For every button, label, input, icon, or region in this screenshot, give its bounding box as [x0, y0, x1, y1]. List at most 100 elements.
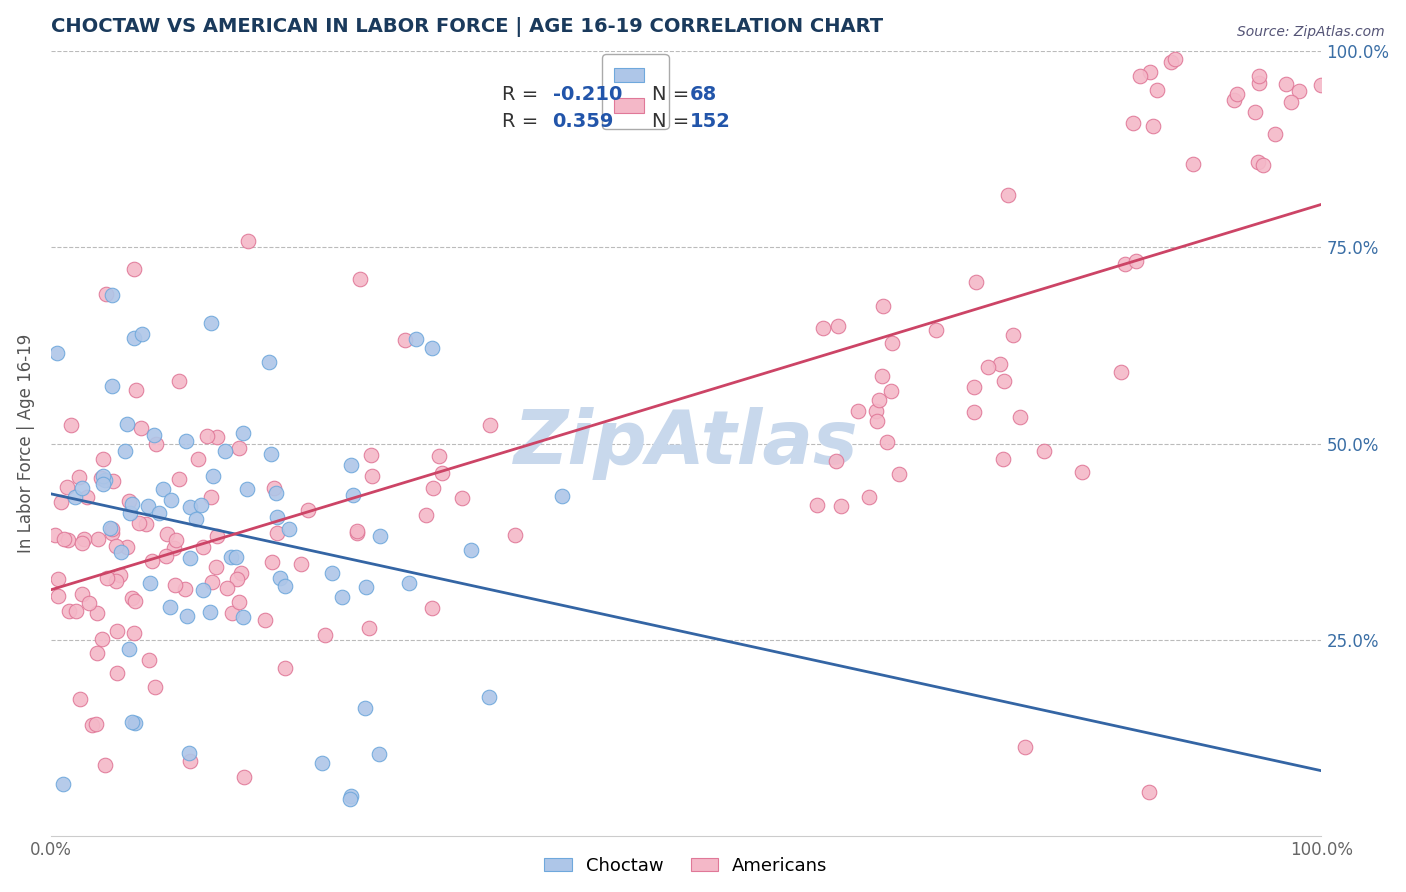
- Point: [155, 549, 177, 563]
- Point: [214, 443, 236, 458]
- Point: [90, 471, 112, 485]
- Legend: Choctaw, Americans: Choctaw, Americans: [537, 850, 835, 882]
- Point: [962, 405, 984, 419]
- Point: [339, 792, 361, 806]
- Point: [72, 535, 94, 549]
- Point: [58, 533, 80, 548]
- Point: [266, 486, 288, 500]
- Point: [110, 545, 132, 559]
- Point: [965, 276, 987, 290]
- Text: 68: 68: [690, 85, 717, 103]
- Text: -0.210: -0.210: [553, 85, 621, 103]
- Point: [215, 581, 238, 595]
- Point: [263, 481, 285, 495]
- Point: [121, 591, 143, 605]
- Point: [233, 770, 256, 784]
- Point: [266, 509, 288, 524]
- Point: [52, 776, 75, 790]
- Point: [201, 575, 224, 590]
- Point: [65, 604, 87, 618]
- Text: N =: N =: [652, 112, 695, 131]
- Point: [1182, 157, 1205, 171]
- Point: [98, 520, 121, 534]
- Point: [135, 517, 157, 532]
- Point: [91, 452, 114, 467]
- Point: [257, 355, 280, 369]
- Point: [124, 715, 146, 730]
- Point: [197, 428, 219, 442]
- Point: [880, 384, 903, 399]
- Point: [1247, 155, 1270, 169]
- Point: [101, 526, 124, 541]
- Point: [165, 577, 187, 591]
- Point: [46, 572, 69, 586]
- Point: [297, 503, 319, 517]
- Point: [122, 626, 145, 640]
- Text: 0.359: 0.359: [553, 112, 614, 131]
- Point: [266, 525, 288, 540]
- Point: [118, 494, 141, 508]
- Point: [179, 551, 201, 566]
- Point: [70, 586, 93, 600]
- Point: [1264, 127, 1286, 141]
- Text: R =: R =: [502, 112, 544, 131]
- Point: [159, 599, 181, 614]
- Point: [346, 526, 368, 541]
- Point: [290, 557, 312, 571]
- Point: [94, 286, 117, 301]
- Point: [361, 469, 384, 483]
- Point: [420, 341, 443, 355]
- Point: [427, 449, 450, 463]
- Point: [1223, 94, 1246, 108]
- Point: [53, 532, 76, 546]
- Point: [254, 613, 277, 627]
- Point: [830, 499, 852, 513]
- Point: [993, 374, 1015, 388]
- Point: [200, 490, 222, 504]
- Point: [67, 470, 90, 484]
- Point: [191, 540, 214, 554]
- Point: [1002, 328, 1025, 343]
- Point: [101, 522, 124, 536]
- Point: [115, 417, 138, 431]
- Point: [136, 499, 159, 513]
- Point: [330, 590, 353, 604]
- Text: R =: R =: [502, 85, 544, 103]
- Point: [260, 555, 283, 569]
- Point: [882, 336, 904, 351]
- Point: [963, 380, 986, 394]
- Point: [1111, 365, 1133, 379]
- Point: [1310, 78, 1333, 92]
- Point: [269, 571, 291, 585]
- Point: [311, 756, 333, 770]
- Point: [357, 621, 380, 635]
- Point: [349, 272, 371, 286]
- Y-axis label: In Labor Force | Age 16-19: In Labor Force | Age 16-19: [17, 334, 35, 553]
- Point: [1288, 84, 1310, 98]
- Point: [232, 426, 254, 441]
- Point: [91, 469, 114, 483]
- Point: [1070, 465, 1092, 479]
- Point: [1114, 257, 1136, 271]
- Point: [124, 383, 146, 397]
- Point: [339, 458, 361, 472]
- Point: [63, 490, 86, 504]
- Point: [370, 529, 392, 543]
- Point: [184, 512, 207, 526]
- Point: [1226, 87, 1249, 101]
- Point: [1249, 69, 1271, 83]
- Point: [205, 528, 228, 542]
- Point: [108, 568, 131, 582]
- Point: [430, 467, 453, 481]
- Point: [152, 482, 174, 496]
- Point: [232, 610, 254, 624]
- Point: [86, 646, 108, 660]
- Point: [91, 632, 114, 647]
- Point: [86, 717, 108, 731]
- Point: [103, 474, 125, 488]
- Point: [179, 500, 201, 514]
- Point: [228, 441, 250, 455]
- Point: [165, 533, 187, 548]
- Point: [991, 451, 1014, 466]
- Text: Source: ZipAtlas.com: Source: ZipAtlas.com: [1237, 25, 1385, 39]
